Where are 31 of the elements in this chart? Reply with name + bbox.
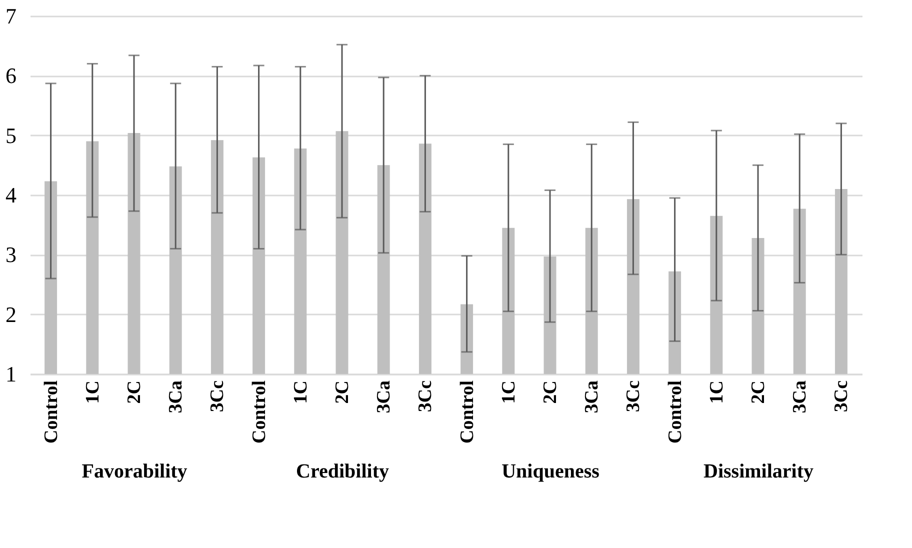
- y-tick-label: 4: [6, 182, 16, 208]
- y-tick-label: 6: [6, 63, 16, 88]
- x-tick-label: 1C: [290, 380, 312, 404]
- text: Credibility: [296, 460, 389, 482]
- x-tick-label: 2C: [748, 380, 769, 404]
- x-tick-label: 3Ca: [790, 380, 811, 414]
- x-tick-label: Control: [456, 380, 478, 444]
- x-tick-label: 3Ca: [582, 380, 603, 414]
- x-tick-label: Control: [248, 380, 270, 444]
- y-tick-label: 3: [6, 242, 16, 268]
- x-tick-label: 3Ca: [166, 380, 187, 414]
- x-tick-label: 1C: [498, 380, 520, 404]
- y-tick-label: 1: [6, 362, 16, 386]
- x-tick-label: 1C: [706, 380, 728, 404]
- x-tick-label: 3Cc: [623, 380, 644, 412]
- x-tick-label: 3Cc: [207, 380, 228, 412]
- x-tick-label: 1C: [82, 380, 104, 404]
- text: Uniqueness: [502, 460, 600, 482]
- y-tick-label: 2: [6, 302, 16, 327]
- text: Dissimilarity: [704, 460, 814, 482]
- x-tick-label: 2C: [332, 380, 353, 404]
- x-tick-label: 3Cc: [831, 380, 852, 412]
- y-tick-label: 7: [6, 4, 16, 28]
- x-tick-label: Control: [40, 380, 62, 444]
- x-tick-label: Control: [664, 380, 686, 444]
- x-tick-label: 2C: [124, 380, 145, 404]
- x-tick-label: 2C: [540, 380, 561, 404]
- text: Favorability: [82, 460, 188, 482]
- x-tick-label: 3Cc: [415, 380, 436, 412]
- x-tick-label: 3Ca: [374, 380, 395, 414]
- y-tick-label: 5: [6, 122, 16, 148]
